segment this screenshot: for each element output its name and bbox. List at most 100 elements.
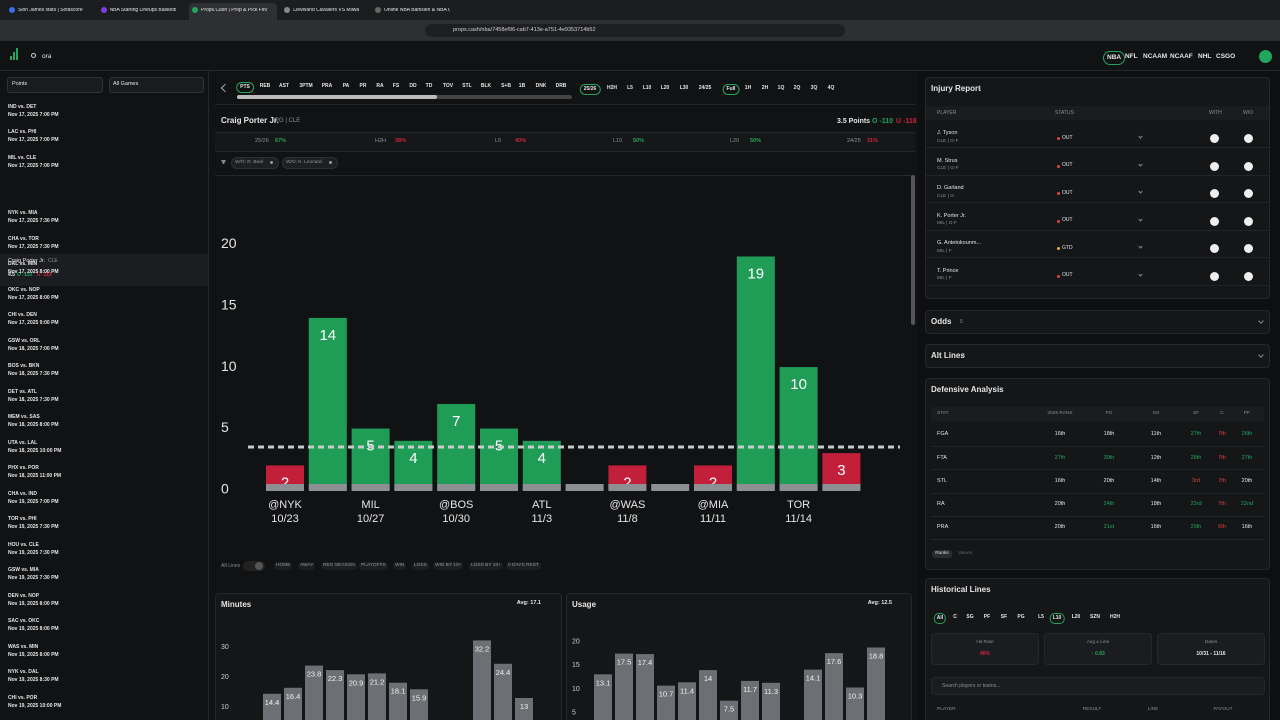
filter-chip[interactable]: REG SEASON: [321, 561, 357, 571]
with-toggle[interactable]: [1210, 189, 1219, 198]
lines-tab[interactable]: PG: [1017, 613, 1025, 620]
league-tab[interactable]: NCAAF: [1170, 52, 1193, 60]
filter-tab[interactable]: L30: [679, 84, 689, 91]
lines-tab[interactable]: L10: [1049, 612, 1065, 624]
filter-chip[interactable]: WIN: [393, 561, 407, 571]
without-toggle[interactable]: [1244, 161, 1253, 171]
filter-tab[interactable]: Full: [722, 83, 740, 95]
filter-tab[interactable]: TOV: [442, 82, 454, 89]
filter-tab[interactable]: FS: [392, 82, 400, 89]
bar: [326, 670, 344, 720]
filter-tab[interactable]: L20: [660, 84, 670, 91]
filter-chip[interactable]: AWAY: [298, 561, 316, 571]
filter-tab[interactable]: STL: [462, 82, 472, 89]
without-toggle[interactable]: [1244, 189, 1253, 198]
lines-tab[interactable]: H2H: [1109, 613, 1121, 620]
league-tab[interactable]: CSGO: [1216, 52, 1236, 60]
league-tab[interactable]: NHL: [1198, 52, 1212, 60]
filter-chip[interactable]: 0 DAYS REST: [506, 561, 541, 571]
filter-tab[interactable]: BLK: [480, 82, 492, 89]
lines-tab[interactable]: All: [933, 612, 947, 624]
bar: [804, 669, 822, 720]
address-bar[interactable]: [425, 24, 845, 37]
filter-tab[interactable]: RA: [376, 82, 384, 89]
lines-tab[interactable]: C: [953, 613, 957, 620]
without-toggle[interactable]: [1244, 216, 1253, 226]
selected-player[interactable]: [0, 253, 208, 286]
lines-tab[interactable]: SF: [1000, 613, 1008, 620]
injury-status: OUT: [1062, 272, 1073, 278]
search-box[interactable]: [931, 677, 1265, 695]
filter-tab[interactable]: PA: [342, 82, 350, 89]
filter-chip[interactable]: PLAYOFFS: [359, 561, 388, 571]
toggle-button[interactable]: Values: [957, 550, 973, 556]
stat-select[interactable]: [7, 77, 103, 93]
filter-tab[interactable]: PTS: [236, 81, 254, 93]
filter-tab[interactable]: 25/26: [579, 83, 601, 95]
alt-toggle[interactable]: [243, 561, 265, 571]
lines-tab[interactable]: L5: [1038, 613, 1044, 620]
filter-tab[interactable]: PR: [359, 82, 367, 89]
split-label: 25/26: [255, 138, 269, 145]
filter-tab[interactable]: AST: [279, 82, 289, 89]
column-header: LINE: [1147, 706, 1159, 712]
filter-tab[interactable]: H2H: [606, 84, 618, 91]
lines-tab[interactable]: PF: [983, 613, 991, 620]
avatar[interactable]: [1259, 50, 1272, 63]
league-tab[interactable]: NFL: [1125, 52, 1138, 60]
filter-chip[interactable]: LOSS BY 10+: [469, 561, 503, 571]
filter-tab[interactable]: DRB: [555, 82, 567, 89]
column-header: WITH: [1209, 109, 1222, 116]
bar-value-label: 7: [452, 413, 460, 430]
bar: [825, 653, 843, 720]
filter-tab[interactable]: 24/25: [698, 84, 712, 91]
league-tab[interactable]: NCAAM: [1143, 52, 1168, 60]
filter-tab[interactable]: 2Q: [793, 84, 801, 91]
filter-tab[interactable]: 1H: [744, 84, 752, 91]
with-toggle[interactable]: [1210, 134, 1219, 143]
filter-chip[interactable]: HOME: [274, 561, 293, 571]
filter-chip[interactable]: LOSS: [412, 561, 429, 571]
tab-icon: [283, 7, 290, 13]
filter-tab[interactable]: 1Q: [777, 84, 785, 91]
filter-tab[interactable]: 3PTM: [299, 82, 313, 89]
without-toggle[interactable]: [1244, 271, 1253, 281]
split-value: 31%: [867, 138, 879, 145]
with-toggle[interactable]: [1210, 271, 1219, 281]
without-toggle[interactable]: [1244, 244, 1253, 253]
filter-tab[interactable]: 1B: [518, 82, 526, 89]
browser-tab[interactable]: [189, 3, 277, 20]
games-select[interactable]: [109, 77, 204, 93]
without-toggle[interactable]: [1244, 134, 1253, 143]
with-toggle[interactable]: [1210, 244, 1219, 253]
lines-tab[interactable]: SZN: [1090, 613, 1100, 620]
filter-tab[interactable]: L5: [627, 84, 633, 91]
filter-chip[interactable]: [282, 157, 338, 169]
stat-cell: STL: [937, 477, 948, 484]
filter-chip[interactable]: WIN BY 10+: [433, 561, 464, 571]
panel-title[interactable]: Alt Lines: [931, 351, 965, 360]
filter-tab[interactable]: 2H: [761, 84, 769, 91]
panel-title[interactable]: Odds: [931, 317, 952, 326]
filter-tab[interactable]: 3Q: [810, 84, 818, 91]
filter-chip[interactable]: [231, 157, 279, 169]
with-toggle[interactable]: [1210, 161, 1219, 171]
filter-tab[interactable]: PRA: [321, 82, 333, 89]
toggle-button[interactable]: Ranks: [932, 549, 952, 559]
filter-tab[interactable]: DD: [409, 82, 417, 89]
filter-tab[interactable]: DNK: [535, 82, 547, 89]
split-label: L5: [495, 138, 502, 145]
with-toggle[interactable]: [1210, 216, 1219, 226]
filter-tab[interactable]: TD: [425, 82, 433, 89]
filter-tab[interactable]: S+B: [501, 82, 511, 89]
game-time: Nov 19, 2025 8:30 PM: [8, 677, 59, 683]
filter-tab[interactable]: L10: [642, 84, 652, 91]
game-matchup: BOS vs. BKN: [8, 363, 40, 369]
lines-tab[interactable]: L20: [1071, 613, 1081, 620]
row-divider: [926, 202, 1269, 203]
filter-tab[interactable]: REB: [259, 82, 271, 89]
bar-value-label: 10.3: [848, 691, 863, 700]
league-tab[interactable]: NBA: [1103, 50, 1126, 66]
lines-tab[interactable]: SG: [966, 613, 974, 620]
filter-tab[interactable]: 4Q: [827, 84, 835, 91]
